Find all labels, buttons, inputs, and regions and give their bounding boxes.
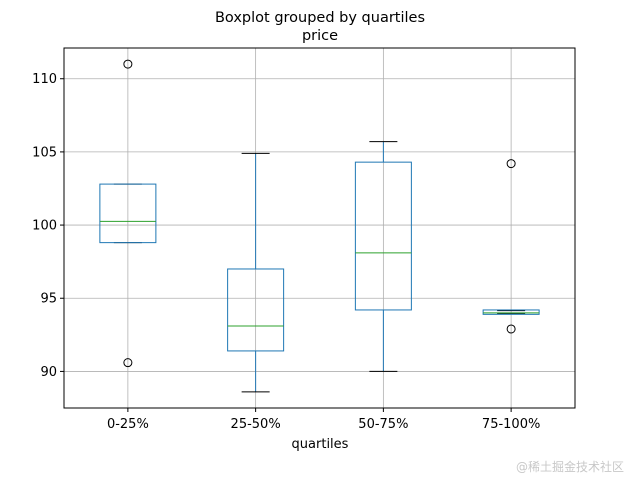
x-tick-label: 25-50%	[231, 417, 281, 432]
plot-frame	[63, 47, 576, 409]
outlier-point	[123, 59, 133, 69]
outlier-point	[123, 358, 133, 368]
x-tick-label: 50-75%	[358, 417, 408, 432]
y-tick-label: 95	[40, 292, 57, 307]
x-tick-label: 75-100%	[482, 417, 540, 432]
chart-title: Boxplot grouped by quartiles	[215, 10, 425, 26]
boxes	[99, 59, 540, 393]
outlier-point	[506, 324, 516, 334]
y-tick-label: 90	[40, 365, 57, 380]
grid	[64, 48, 575, 408]
watermark: @稀土掘金技术社区	[516, 460, 625, 474]
box	[99, 183, 157, 244]
y-tick-label: 110	[32, 72, 57, 87]
y-tick-label: 105	[32, 145, 57, 160]
chart-subtitle: price	[302, 28, 338, 44]
box	[482, 309, 540, 315]
box	[354, 161, 412, 311]
ticks: 90 95 100 105 110 0-25% 25-50% 50-75% 75-100%	[32, 72, 540, 432]
box	[227, 268, 285, 352]
outlier-point	[506, 159, 516, 169]
y-tick-label: 100	[32, 219, 57, 234]
x-tick-label: 0-25%	[107, 417, 149, 432]
x-axis-label: quartiles	[292, 437, 349, 452]
